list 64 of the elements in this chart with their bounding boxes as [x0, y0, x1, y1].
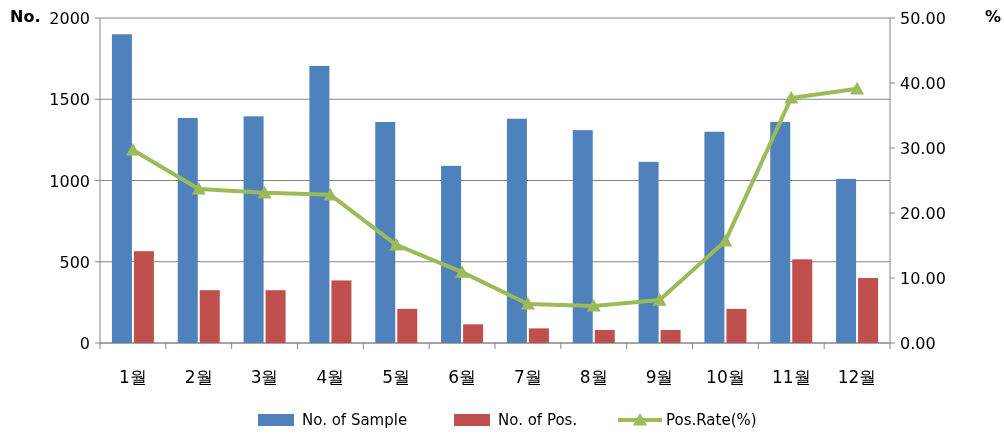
bar: [463, 324, 484, 343]
bar: [506, 118, 527, 343]
x-tick-label: 1월: [119, 367, 147, 387]
y2-tick-label: 0.00: [900, 334, 936, 353]
x-tick-label: 6월: [448, 367, 476, 387]
y-tick-label: 500: [59, 252, 90, 272]
x-tick-label: 11월: [771, 367, 811, 387]
y2-tick-label: 50.00: [900, 9, 946, 28]
bar: [265, 290, 286, 343]
bar: [726, 308, 747, 343]
x-tick-label: 3월: [250, 367, 279, 387]
x-tick-label: 9월: [645, 367, 674, 387]
bar: [792, 259, 813, 343]
point: [652, 293, 667, 306]
point: [784, 90, 799, 104]
bar: [199, 290, 220, 343]
x-tick-label: 4월: [316, 367, 345, 387]
bar: [133, 251, 154, 343]
bar: [572, 130, 593, 343]
point: [389, 237, 404, 251]
legend-label: Pos.Rate(%): [666, 411, 757, 429]
bar: [836, 178, 857, 343]
x-tick-label: 7월: [514, 367, 542, 387]
y2-tick-label: 30.00: [900, 139, 946, 158]
bar: [177, 117, 198, 343]
point: [125, 142, 140, 156]
point: [520, 297, 535, 310]
point: [586, 298, 601, 312]
bar: [397, 308, 418, 343]
y2-tick-label: 20.00: [900, 204, 946, 223]
x-tick-label: 12월: [837, 367, 877, 387]
y-tick-label: 1500: [49, 90, 90, 110]
bar: [375, 122, 396, 343]
point: [323, 187, 338, 201]
x-tick-label: 5월: [382, 367, 411, 387]
point: [191, 181, 206, 195]
legend-label: No. of Pos.: [498, 411, 578, 429]
bar: [770, 122, 791, 343]
y2-tick-label: 10.00: [900, 269, 946, 288]
point: [257, 185, 272, 199]
bar: [309, 65, 330, 343]
x-tick-label: 2월: [184, 367, 213, 387]
y2-tick-label: 40.00: [900, 74, 946, 93]
legend-label: No. of Sample: [302, 411, 408, 429]
y-tick-label: 0: [79, 334, 90, 353]
bar: [331, 280, 352, 343]
bar: [704, 131, 725, 343]
bar: [243, 116, 264, 343]
point: [455, 265, 470, 278]
point: [718, 233, 733, 247]
bar: [858, 278, 879, 343]
bar: [594, 330, 615, 343]
point: [850, 81, 865, 95]
bar: [660, 330, 681, 343]
y2-axis-title: %: [985, 7, 1002, 26]
bar: [441, 165, 462, 343]
x-tick-label: 8월: [579, 367, 608, 387]
y-axis-title: No.: [10, 7, 41, 26]
y-tick-label: 2000: [49, 9, 90, 28]
x-tick-label: 10월: [706, 367, 745, 387]
y-tick-label: 1000: [49, 171, 90, 191]
bar: [638, 161, 659, 343]
bar: [111, 34, 132, 343]
bar: [528, 328, 549, 343]
